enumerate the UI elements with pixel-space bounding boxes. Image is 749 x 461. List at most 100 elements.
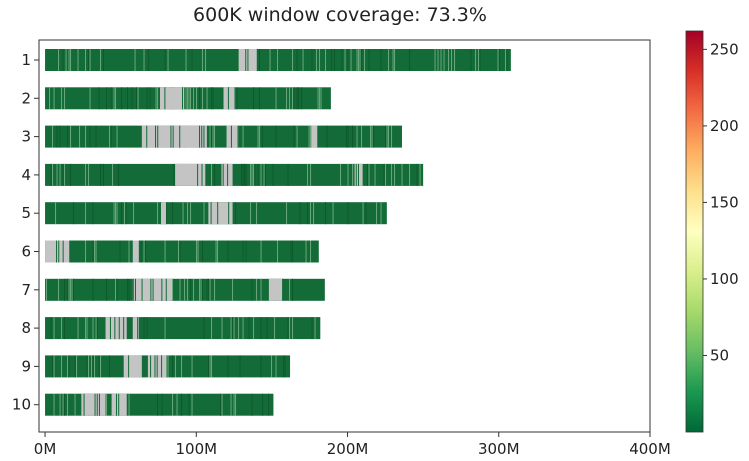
window-stripe	[211, 317, 212, 339]
window-stripe	[258, 164, 259, 186]
window-stripe	[168, 355, 169, 377]
window-stripe	[128, 355, 129, 377]
window-stripe	[63, 241, 64, 263]
window-stripe	[160, 202, 161, 224]
window-stripe	[175, 355, 176, 377]
chromosome-bars	[45, 49, 511, 416]
window-stripe	[177, 394, 178, 416]
window-stripe	[56, 241, 57, 263]
window-stripe	[85, 164, 86, 186]
window-stripe	[261, 317, 262, 339]
window-stripe	[79, 126, 80, 148]
window-stripe	[91, 355, 92, 377]
window-stripe	[88, 49, 89, 71]
window-stripe	[370, 126, 371, 148]
window-stripe	[63, 164, 64, 186]
window-stripe	[54, 317, 55, 339]
window-stripe	[232, 279, 233, 301]
window-stripe	[142, 279, 143, 301]
window-stripe	[228, 202, 229, 224]
window-stripe	[52, 164, 53, 186]
window-stripe	[387, 126, 388, 148]
window-stripe	[144, 317, 145, 339]
window-stripe	[292, 87, 293, 109]
y-tick-label: 3	[21, 128, 31, 146]
window-stripe	[273, 164, 274, 186]
window-stripe	[369, 49, 370, 71]
window-stripe	[146, 126, 147, 148]
window-stripe	[119, 317, 120, 339]
chromosome-bar-1	[45, 49, 511, 71]
window-stripe	[246, 241, 247, 263]
window-stripe	[313, 202, 314, 224]
window-stripe	[235, 394, 236, 416]
window-stripe	[67, 279, 68, 301]
window-stripe	[154, 355, 155, 377]
window-fill	[45, 317, 320, 339]
window-stripe	[157, 394, 158, 416]
window-stripe	[93, 355, 94, 377]
window-stripe	[141, 241, 142, 263]
y-tick-label: 4	[21, 166, 31, 184]
window-stripe	[265, 164, 266, 186]
window-stripe	[112, 164, 113, 186]
window-stripe	[435, 49, 436, 71]
window-stripe	[231, 317, 232, 339]
window-stripe	[417, 164, 418, 186]
window-stripe	[211, 87, 212, 109]
window-stripe	[118, 394, 119, 416]
window-stripe	[124, 202, 125, 224]
window-stripe	[238, 126, 239, 148]
window-stripe	[99, 355, 100, 377]
window-stripe	[78, 317, 79, 339]
window-stripe	[201, 126, 202, 148]
chromosome-bar-9	[45, 355, 290, 377]
window-stripe	[63, 394, 64, 416]
window-stripe	[283, 355, 284, 377]
window-stripe	[85, 202, 86, 224]
window-stripe	[60, 126, 61, 148]
window-stripe	[448, 49, 449, 71]
window-stripe	[166, 355, 167, 377]
y-tick-label: 7	[21, 281, 31, 299]
window-stripe	[182, 87, 183, 109]
window-stripe	[144, 241, 145, 263]
gap-region	[45, 241, 69, 263]
window-stripe	[198, 241, 199, 263]
window-stripe	[192, 355, 193, 377]
window-stripe	[310, 126, 311, 148]
window-stripe	[148, 49, 149, 71]
window-stripe	[297, 126, 298, 148]
window-stripe	[85, 241, 86, 263]
window-stripe	[166, 202, 167, 224]
window-stripe	[321, 87, 322, 109]
window-stripe	[312, 317, 313, 339]
window-stripe	[129, 279, 130, 301]
window-stripe	[87, 317, 88, 339]
window-stripe	[164, 87, 165, 109]
colorbar-tick-label: 50	[710, 346, 729, 364]
colorbar-tick-label: 200	[710, 117, 739, 135]
window-stripe	[49, 87, 50, 109]
window-stripe	[111, 87, 112, 109]
chromosome-bar-3	[45, 126, 402, 148]
window-stripe	[117, 202, 118, 224]
window-stripe	[352, 164, 353, 186]
window-stripe	[106, 394, 107, 416]
window-stripe	[342, 49, 343, 71]
chromosome-bar-8	[45, 317, 320, 339]
window-stripe	[292, 279, 293, 301]
window-stripe	[64, 394, 65, 416]
x-tick-label: 400M	[629, 440, 671, 458]
window-stripe	[348, 49, 349, 71]
window-stripe	[144, 49, 145, 71]
window-stripe	[351, 49, 352, 71]
window-stripe	[261, 355, 262, 377]
window-stripe	[57, 164, 58, 186]
window-stripe	[310, 164, 311, 186]
window-stripe	[303, 49, 304, 71]
window-stripe	[150, 355, 151, 377]
window-stripe	[253, 87, 254, 109]
window-stripe	[318, 87, 319, 109]
window-stripe	[217, 241, 218, 263]
